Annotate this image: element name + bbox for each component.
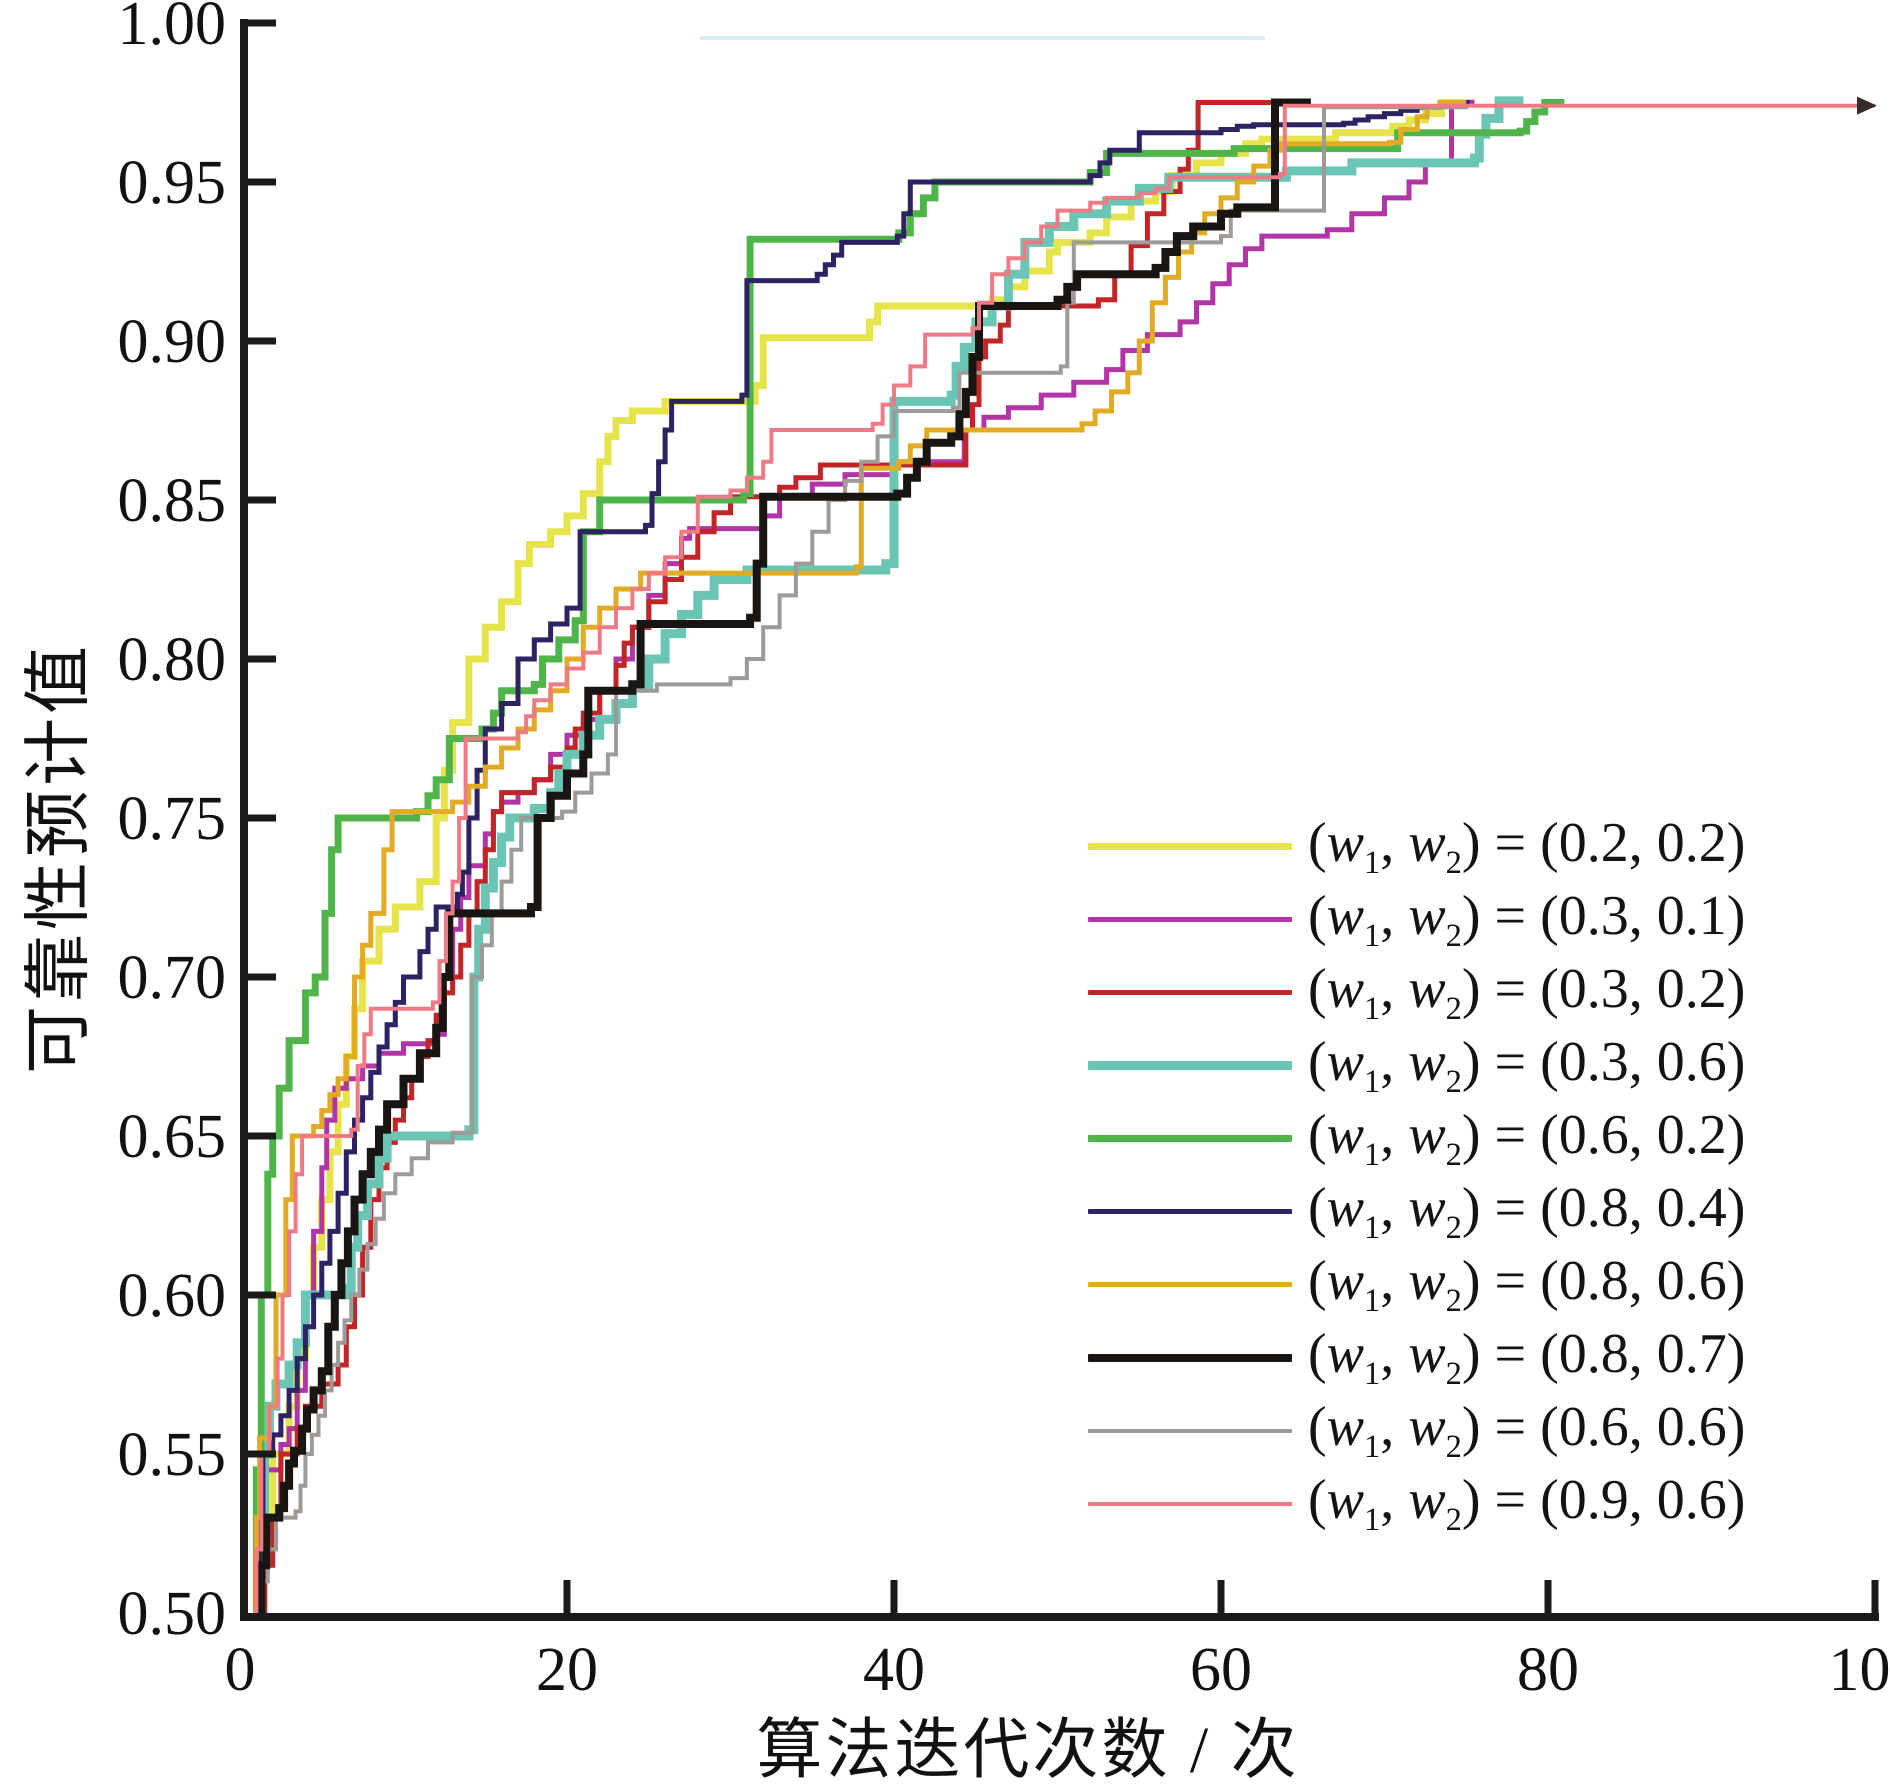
y-tick-label: 0.55: [118, 1421, 227, 1489]
y-axis-title: 可靠性预计值: [20, 641, 97, 1075]
x-tick-label: 40: [863, 1636, 925, 1704]
legend-item: (w1, w2) = (0.8, 0.4): [1088, 1175, 1745, 1248]
y-tick-label: 0.85: [118, 467, 227, 535]
y-tick-label: 0.90: [118, 308, 227, 376]
legend-label: (w1, w2) = (0.8, 0.6): [1308, 1249, 1746, 1320]
curve-w1-0.8-w2-0.4: [256, 100, 1470, 1616]
legend-swatch: [1088, 1501, 1292, 1506]
curve-w1-0.6-w2-0.2: [252, 99, 1565, 1617]
x-axis-title: 算法迭代次数 / 次: [756, 1714, 1300, 1787]
legend-item: (w1, w2) = (0.8, 0.6): [1088, 1248, 1745, 1321]
legend-swatch: [1088, 843, 1292, 850]
curve-w1-0.8-w2-0.7: [256, 98, 1311, 1617]
y-tick-label: 0.65: [118, 1103, 227, 1171]
legend-item: (w1, w2) = (0.8, 0.7): [1088, 1321, 1745, 1394]
legend-swatch: [1088, 1282, 1292, 1287]
legend-label: (w1, w2) = (0.3, 0.6): [1308, 1030, 1746, 1101]
legend-swatch: [1088, 990, 1292, 995]
y-tick-label: 0.95: [118, 149, 227, 217]
y-tick-label: 0.75: [118, 785, 227, 853]
x-tick-label: 60: [1190, 1636, 1252, 1704]
x-tick-label: 20: [536, 1636, 598, 1704]
legend-label: (w1, w2) = (0.6, 0.2): [1308, 1103, 1746, 1174]
legend-item: (w1, w2) = (0.3, 0.2): [1088, 956, 1745, 1029]
legend-label: (w1, w2) = (0.8, 0.7): [1308, 1322, 1746, 1393]
legend-item: (w1, w2) = (0.3, 0.1): [1088, 883, 1745, 956]
legend-label: (w1, w2) = (0.8, 0.4): [1308, 1176, 1746, 1247]
legend-item: (w1, w2) = (0.2, 0.2): [1088, 810, 1745, 883]
legend-swatch: [1088, 1353, 1292, 1362]
legend-swatch: [1088, 1061, 1292, 1070]
legend-label: (w1, w2) = (0.3, 0.1): [1308, 884, 1746, 955]
legend-item: (w1, w2) = (0.3, 0.6): [1088, 1029, 1745, 1102]
curve-w1-0.9-w2-0.6: [253, 103, 1875, 1615]
y-tick-label: 0.80: [118, 626, 227, 694]
curve-end-arrow-marker: [1857, 96, 1877, 115]
legend-swatch: [1088, 917, 1292, 922]
scan-artifact-line: [700, 36, 1265, 40]
legend-swatch: [1088, 1428, 1292, 1433]
legend-label: (w1, w2) = (0.2, 0.2): [1308, 811, 1746, 882]
x-tick-label: 0: [225, 1636, 256, 1704]
curve-w1-0.6-w2-0.6: [256, 105, 1469, 1615]
legend: (w1, w2) = (0.2, 0.2) (w1, w2) = (0.3, 0.…: [1088, 810, 1745, 1540]
legend-label: (w1, w2) = (0.3, 0.2): [1308, 957, 1746, 1028]
y-tick-label: 0.70: [118, 944, 227, 1012]
legend-label: (w1, w2) = (0.9, 0.6): [1308, 1468, 1746, 1539]
legend-swatch: [1088, 1135, 1292, 1142]
curve-w1-0.8-w2-0.6: [253, 100, 1467, 1616]
y-tick-label: 0.50: [118, 1580, 227, 1648]
y-tick-label: 0.60: [118, 1262, 227, 1330]
curve-w1-0.3-w2-0.6: [255, 96, 1524, 1618]
legend-swatch: [1088, 1209, 1292, 1214]
legend-item: (w1, w2) = (0.6, 0.2): [1088, 1102, 1745, 1175]
legend-item: (w1, w2) = (0.6, 0.6): [1088, 1394, 1745, 1467]
x-tick-label: 80: [1517, 1636, 1579, 1704]
y-tick-label: 1.00: [118, 0, 227, 58]
legend-item: (w1, w2) = (0.9, 0.6): [1088, 1467, 1745, 1540]
x-tick-label: 100: [1829, 1636, 1890, 1704]
legend-label: (w1, w2) = (0.6, 0.6): [1308, 1395, 1746, 1466]
